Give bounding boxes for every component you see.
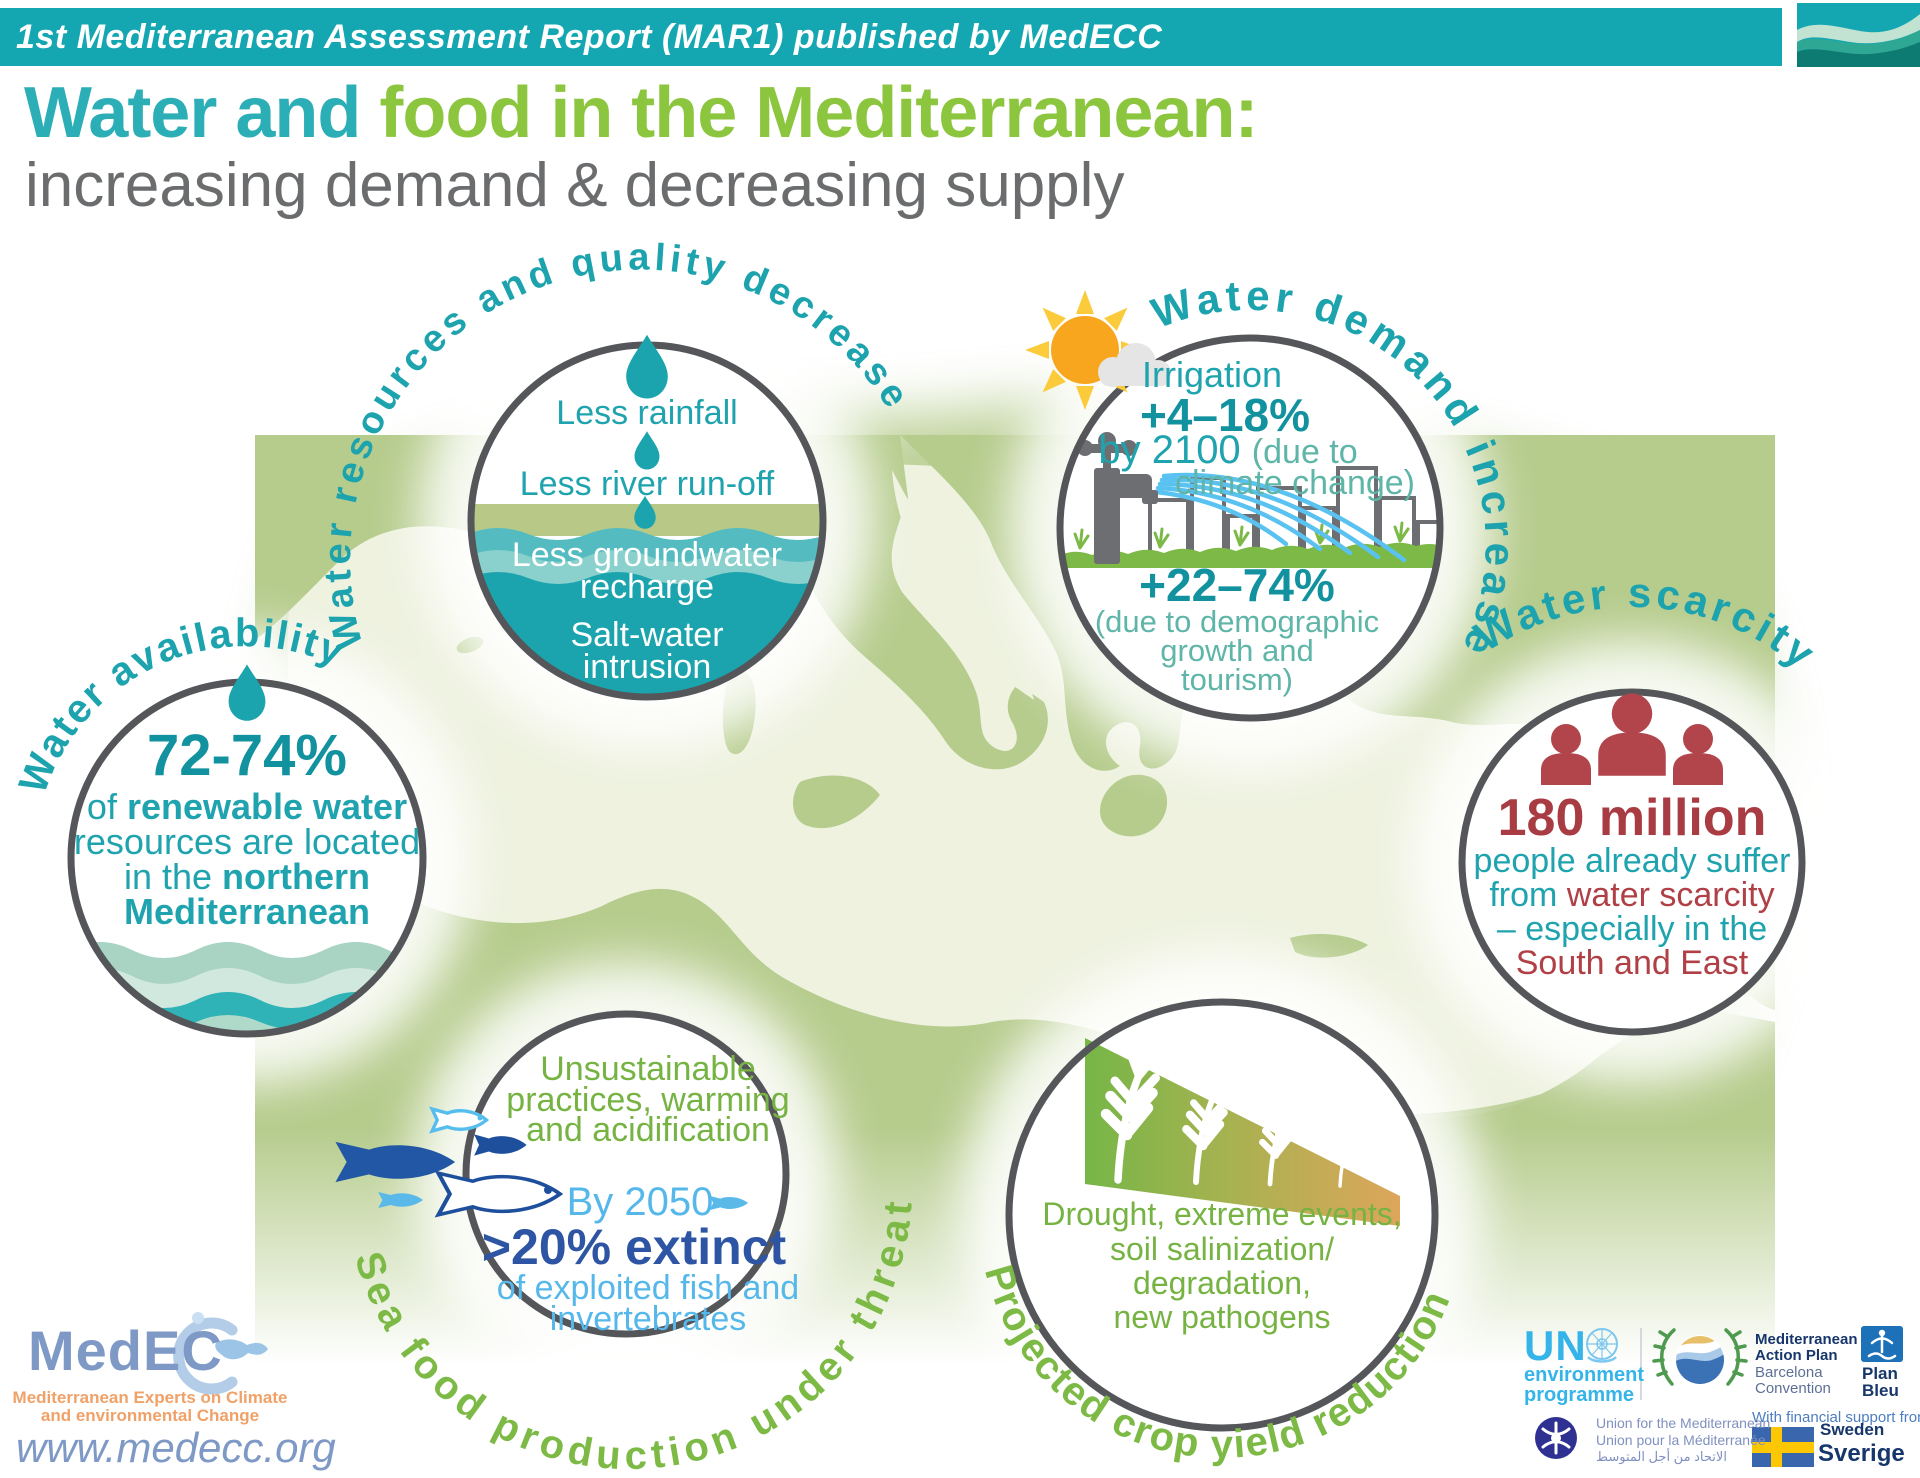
resources-line-saltwater-2: intrusion [582, 648, 712, 686]
demand-note-1: (due to demographic [1094, 604, 1380, 639]
resources-line-rainfall: Less rainfall [556, 394, 738, 432]
medecc-website-link[interactable]: www.medecc.org [16, 1424, 336, 1471]
crops-line-4: new pathogens [1113, 1299, 1331, 1335]
seafood-line-1: Unsustainable [540, 1050, 756, 1088]
ufm-line-fr: Union pour la Méditerranée [1596, 1432, 1766, 1448]
faucet-icon [1077, 432, 1158, 564]
crops-line-2: soil salinization/ [1109, 1231, 1335, 1267]
resources-line-saltwater-1: Salt-water [570, 616, 724, 654]
grass-tufts [1073, 521, 1410, 550]
un-emblem [1586, 1328, 1618, 1363]
demand-by-2100: by 2100 (due to [1098, 428, 1357, 473]
fish-icons [335, 1107, 748, 1215]
sweden-en-text: Sweden [1820, 1420, 1885, 1439]
scarcity-stat: 180 million [1497, 789, 1767, 847]
circle-crops [1005, 998, 1439, 1432]
crops-line-1: Drought, extreme events, [1042, 1196, 1402, 1232]
cloud-icon [1098, 343, 1171, 387]
seafood-line-3: and acidification [526, 1111, 770, 1149]
demand-climate-change: climate change) [1174, 464, 1416, 502]
availability-line-3b: northern [222, 856, 371, 897]
medecc-tagline-2: and environmental Change [40, 1406, 260, 1425]
page-title: Water and food in the Mediterranean: [24, 72, 1258, 154]
resources-line-groundwater-2: recharge [579, 568, 715, 606]
planbleu-line-1: Plan [1862, 1364, 1898, 1383]
plan-bleu-logo [1861, 1326, 1903, 1362]
availability-stat: 72-74% [147, 723, 347, 788]
availability-line-2: resources are located [73, 821, 421, 862]
demand-note-3: tourism) [1181, 662, 1293, 697]
scarcity-line-4: South and East [1515, 944, 1749, 982]
seafood-line-6: invertebrates [549, 1300, 747, 1338]
availability-line-4: Mediterranean [123, 891, 371, 932]
sweden-flag [1752, 1427, 1814, 1467]
crop-yield-wedge [1085, 1038, 1400, 1226]
seafood-line-2: practices, warming [506, 1081, 790, 1119]
un-programme-text: programme [1524, 1384, 1635, 1406]
circle-water-scarcity [1458, 688, 1806, 1036]
scarcity-line-2: from water scarcity [1489, 876, 1774, 915]
sweden-sv-text: Sverige [1818, 1440, 1905, 1467]
crops-line-3: degradation, [1133, 1265, 1311, 1301]
availability-line-1b: renewable water [126, 786, 408, 827]
ufm-line-ar: الاتحاد من أجل المتوسط [1596, 1449, 1727, 1464]
seafood-by-2050: By 2050 [566, 1180, 714, 1224]
availability-line-3a: in the [123, 856, 223, 897]
banner-text: 1st Mediterranean Assessment Report (MAR… [16, 18, 1163, 56]
demand-due-to: (due to [1251, 433, 1358, 471]
un-logo-text: UN [1524, 1322, 1587, 1369]
corner-wave-logo [1797, 3, 1920, 67]
seafood-line-5: of exploited fish and [496, 1269, 800, 1307]
sweden-support-text: With financial support from [1752, 1409, 1920, 1426]
water-spray [1153, 472, 1407, 563]
ufm-line-en: Union for the Mediterranean [1596, 1415, 1771, 1431]
medecc-tagline-1: Mediterranean Experts on Climate [12, 1388, 288, 1407]
demand-by-2100-main: by 2100 [1098, 428, 1252, 472]
seafood-stat: >20% extinct [481, 1219, 787, 1275]
title-teal: Water and [24, 73, 380, 153]
circle-water-demand [1025, 290, 1444, 722]
barcelona-convention-emblem [1652, 1328, 1748, 1386]
scarcity-line-2a: from [1489, 876, 1567, 914]
ufm-logo [1535, 1417, 1577, 1459]
availability-line-3: in the northern [124, 856, 370, 898]
resources-line-groundwater-1: Less groundwater [511, 536, 783, 574]
scarcity-line-2b: water scarcity [1566, 876, 1775, 914]
un-environment-text: environment [1524, 1364, 1645, 1386]
banner: 1st Mediterranean Assessment Report (MAR… [0, 8, 1782, 66]
medecc-logo-text: MedEC [28, 1319, 223, 1382]
map-line-3: Barcelona [1755, 1364, 1823, 1381]
planbleu-line-2: Bleu [1862, 1381, 1899, 1400]
circle-seafood [335, 1010, 790, 1338]
map-line-1: Mediterranean [1755, 1331, 1858, 1348]
medecc-logo-graphic [173, 1312, 268, 1395]
circle-water-resources [467, 334, 827, 701]
map-line-4: Convention [1755, 1380, 1831, 1397]
demand-stat-demographic: +22–74% [1139, 559, 1335, 611]
availability-line-1: of renewable water [87, 786, 407, 828]
title-green: food in the Mediterranean: [379, 73, 1258, 153]
irrigation-city-graphic [1061, 432, 1439, 568]
scarcity-line-3: – especially in the [1496, 910, 1768, 948]
demand-irrigation: Irrigation [1141, 354, 1283, 395]
scarcity-line-1: people already suffer [1473, 842, 1791, 880]
availability-line-1a: of [86, 786, 127, 827]
map-line-2: Action Plan [1755, 1347, 1838, 1364]
resources-line-runoff: Less river run-off [519, 465, 775, 503]
demand-note-2: growth and [1160, 633, 1314, 668]
demand-stat-irrigation: +4–18% [1139, 389, 1311, 441]
page-subtitle: increasing demand & decreasing supply [25, 151, 1125, 220]
